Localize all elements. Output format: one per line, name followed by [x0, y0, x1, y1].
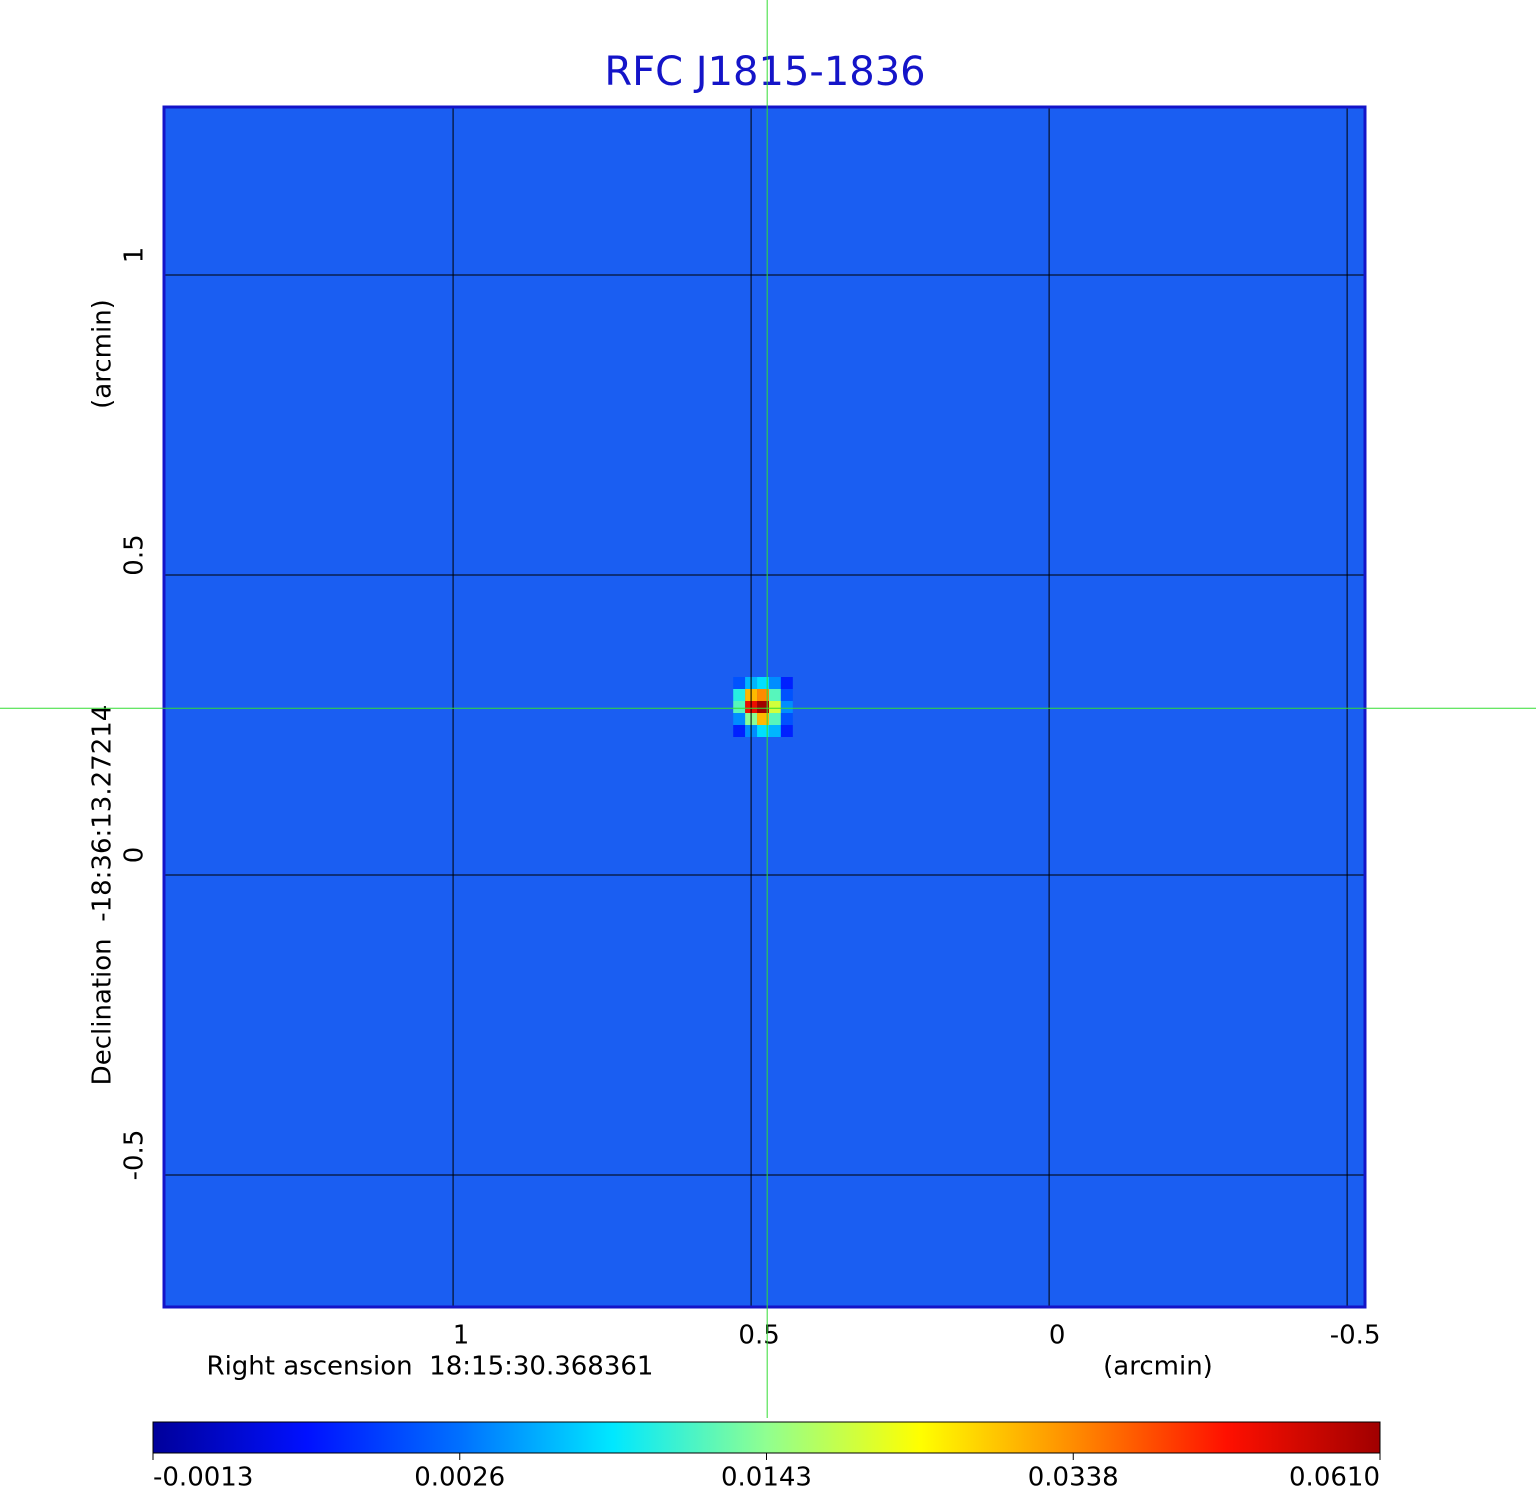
plot [164, 107, 1365, 1307]
image-cell [768, 677, 781, 689]
image-cell [780, 677, 793, 689]
image-cell [780, 689, 793, 701]
image-cell [768, 725, 781, 737]
image-cell [757, 713, 769, 725]
image-cell [780, 701, 793, 713]
x-tick-label: 1 [453, 1321, 470, 1351]
image-cell [757, 677, 769, 689]
colorbar-tick-label: -0.0013 [153, 1463, 253, 1493]
image-cell [733, 713, 746, 725]
image-cell [757, 689, 769, 701]
image-cell [768, 689, 781, 701]
colorbar [152, 1421, 1381, 1454]
y-axis-label: Declination -18:36:13.27214 [88, 705, 118, 1086]
image-cell [733, 689, 746, 701]
image-cell [757, 725, 769, 737]
colorbar-tick-label: 0.0143 [721, 1463, 812, 1493]
plot-border [162, 105, 1367, 1309]
image-cell [780, 725, 793, 737]
colorbar-tick-label: 0.0338 [1028, 1463, 1119, 1493]
colorbar-tick-label: 0.0610 [1289, 1463, 1380, 1493]
x-axis-label: Right ascension 18:15:30.368361 [207, 1352, 654, 1382]
image-cell [733, 677, 746, 689]
x-axis-unit: (arcmin) [1103, 1352, 1213, 1382]
colorbar-tick-label: 0.0026 [414, 1463, 505, 1493]
y-tick-label: 0 [120, 847, 150, 864]
image-cell [768, 713, 781, 725]
x-tick-label: -0.5 [1330, 1321, 1381, 1351]
x-tick-label: 0 [1049, 1321, 1066, 1351]
y-axis-unit: (arcmin) [88, 299, 118, 409]
image-cell [768, 701, 781, 713]
y-tick-label: 1 [120, 247, 150, 264]
y-tick-label: -0.5 [120, 1130, 150, 1181]
image-cell [733, 701, 746, 713]
x-tick-label: 0.5 [738, 1321, 779, 1351]
chart-title: RFC J1815-1836 [604, 49, 925, 95]
y-tick-label: 0.5 [120, 534, 150, 575]
image-cell [733, 725, 746, 737]
image-cell [780, 713, 793, 725]
image-cell [757, 701, 769, 713]
